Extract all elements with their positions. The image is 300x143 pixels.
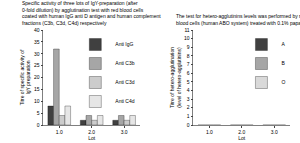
svg-text:Specific activity of three lot: Specific activity of three lots of IgY-p… [22,0,161,26]
svg-text:1: 1 [187,113,190,119]
svg-text:3.0: 3.0 [271,129,278,135]
svg-text:Titre of specific activity ofI: Titre of specific activity ofIgY prepara… [19,49,32,105]
svg-text:2: 2 [187,104,190,110]
svg-text:6: 6 [187,70,190,76]
svg-text:Lot: Lot [238,135,246,141]
svg-text:2.0: 2.0 [88,129,95,135]
svg-text:9: 9 [187,44,190,50]
svg-text:0: 0 [187,122,190,128]
svg-text:7: 7 [187,61,190,67]
svg-text:5: 5 [37,110,40,116]
svg-text:1.0: 1.0 [206,129,213,135]
svg-text:Anti C4d: Anti C4d [115,98,134,104]
svg-text:A: A [281,41,285,47]
svg-text:3: 3 [187,96,190,102]
svg-text:2.0: 2.0 [238,129,245,135]
svg-text:Anti C3d: Anti C3d [115,79,134,85]
svg-text:3.0: 3.0 [121,129,128,135]
svg-text:Titre of hetero-agglutination(: Titre of hetero-agglutination(level of h… [169,47,182,108]
svg-text:Anti IgG: Anti IgG [115,41,133,47]
svg-text:1.0: 1.0 [56,129,63,135]
svg-text:10: 10 [34,98,40,104]
svg-text:Lot: Lot [88,135,96,141]
svg-text:The test for hetero-agglutinin: The test for hetero-agglutinins levels w… [176,13,300,26]
svg-text:35: 35 [34,39,40,45]
svg-text:Anti C3b: Anti C3b [115,60,134,66]
svg-text:15: 15 [34,86,40,92]
svg-text:0: 0 [37,122,40,128]
svg-text:5: 5 [187,79,190,85]
svg-text:4: 4 [187,87,190,93]
svg-text:30: 30 [34,51,40,57]
svg-text:25: 25 [34,62,40,68]
svg-text:O: O [281,79,285,85]
svg-text:B: B [281,60,285,66]
svg-text:20: 20 [34,74,40,80]
svg-text:11: 11 [184,27,189,33]
svg-text:40: 40 [34,27,40,33]
svg-text:8: 8 [187,53,190,59]
svg-text:10: 10 [184,35,190,41]
